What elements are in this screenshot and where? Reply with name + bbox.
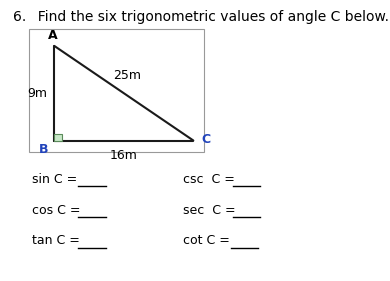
Text: A: A: [48, 29, 58, 42]
Text: C: C: [201, 133, 210, 146]
Text: sin C =: sin C =: [32, 173, 81, 186]
Text: 25m: 25m: [113, 69, 141, 81]
Text: Find the six trigonometric values of angle C below.: Find the six trigonometric values of ang…: [28, 10, 388, 24]
Text: csc  C =: csc C =: [183, 173, 239, 186]
Text: sec  C =: sec C =: [183, 203, 239, 217]
Bar: [54, 133, 62, 140]
Text: 6.: 6.: [14, 10, 27, 24]
Text: 16m: 16m: [110, 149, 138, 162]
Text: cot C =: cot C =: [183, 234, 234, 247]
Text: B: B: [39, 143, 48, 156]
Text: tan C =: tan C =: [32, 234, 83, 247]
Text: cos C =: cos C =: [32, 203, 84, 217]
Bar: [28, 29, 204, 152]
Text: 9m: 9m: [28, 87, 48, 100]
